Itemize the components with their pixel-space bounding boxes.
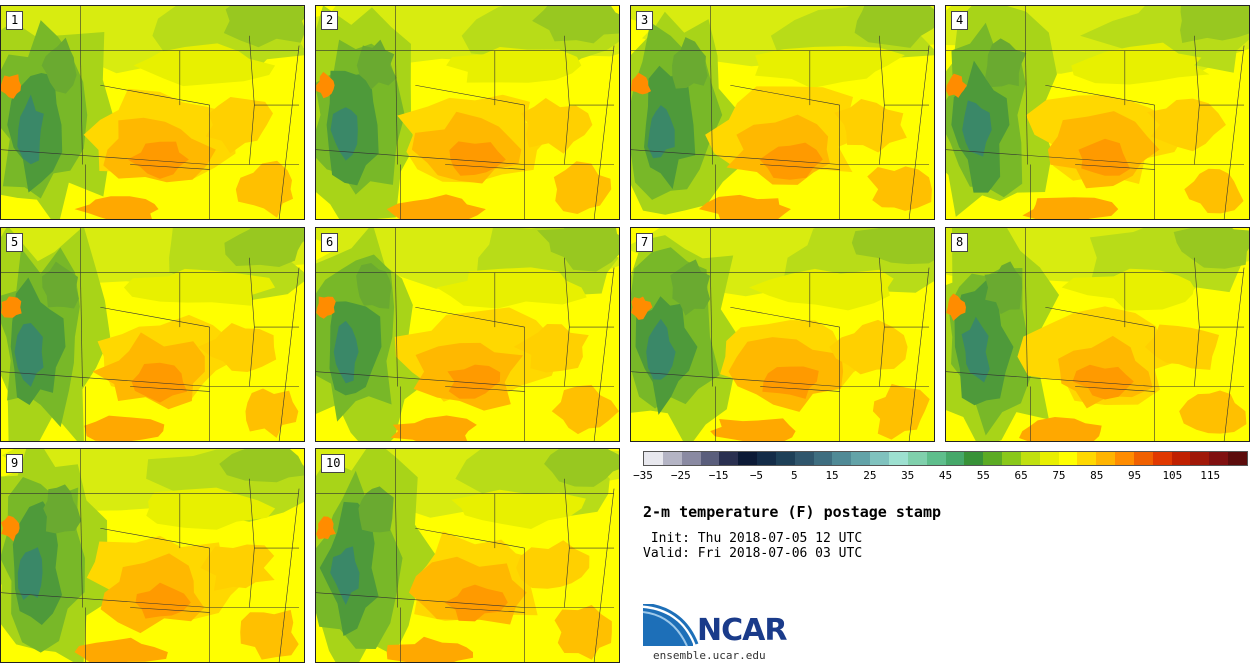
colorbar-swatch [738, 452, 758, 465]
colorbar-swatch [1115, 452, 1134, 465]
colorbar-swatch [1152, 452, 1172, 465]
panel-label: 8 [951, 233, 969, 252]
colorbar-swatch [907, 452, 927, 465]
panel-label: 9 [6, 454, 24, 473]
map-panel: 6 [315, 227, 620, 442]
colorbar-swatch [719, 452, 739, 465]
map-panel: 4 [945, 5, 1250, 220]
colorbar-tick-label: 85 [1090, 469, 1104, 482]
colorbar-tick-label: 5 [790, 469, 798, 482]
colorbar-tick-label: −5 [749, 469, 764, 482]
panel-label: 7 [636, 233, 654, 252]
panel-label: 6 [321, 233, 339, 252]
colorbar-tick-label: 95 [1127, 469, 1142, 482]
temperature-map [1, 228, 304, 441]
colorbar-swatch [851, 452, 871, 465]
colorbar-tick-label: 75 [1052, 469, 1066, 482]
colorbar-swatch [1209, 452, 1229, 465]
colorbar-swatch [1058, 452, 1078, 465]
map-panel: 7 [630, 227, 935, 442]
colorbar-tick-label: 15 [825, 469, 839, 482]
map-panel: 1 [0, 5, 305, 220]
colorbar-swatch [1077, 452, 1097, 465]
temperature-map [1, 449, 304, 662]
colorbar-swatch [1133, 452, 1153, 465]
colorbar-swatch [644, 452, 663, 465]
colorbar-swatch [926, 452, 946, 465]
panel-label: 5 [6, 233, 24, 252]
map-panel: 3 [630, 5, 935, 220]
colorbar-swatch [1171, 452, 1191, 465]
colorbar-tick-label: −35 [633, 469, 653, 482]
colorbar-tick-label: 55 [976, 469, 990, 482]
temperature-map [1, 6, 304, 219]
temperature-map [946, 228, 1249, 441]
colorbar-swatch [1020, 452, 1040, 465]
colorbar-swatch [983, 452, 1003, 465]
temperature-map [946, 6, 1249, 219]
colorbar-tick-label: 35 [901, 469, 915, 482]
map-panel: 9 [0, 448, 305, 663]
colorbar-swatch [870, 452, 889, 465]
colorbar-tick-label: −15 [708, 469, 729, 482]
colorbar-tick-label: −25 [670, 469, 691, 482]
temperature-map [631, 228, 934, 441]
panel-label: 10 [321, 454, 346, 473]
colorbar-tick-label: 25 [863, 469, 877, 482]
colorbar-swatch [964, 452, 984, 465]
panel-label: 3 [636, 11, 654, 30]
colorbar-swatch [662, 452, 682, 465]
colorbar-tick-label: 65 [1014, 469, 1028, 482]
colorbar-swatch [700, 452, 720, 465]
panel-label: 1 [6, 11, 24, 30]
colorbar-swatch [832, 452, 852, 465]
colorbar-swatch [794, 452, 814, 465]
temperature-map [316, 6, 619, 219]
logo-text: NCAR [697, 613, 787, 648]
init-time: Init: Thu 2018-07-05 12 UTC [643, 531, 863, 546]
colorbar-swatch [681, 452, 701, 465]
map-panel: 8 [945, 227, 1250, 442]
map-panel: 2 [315, 5, 620, 220]
temperature-map [316, 449, 619, 662]
colorbar-swatch [1190, 452, 1210, 465]
colorbar-swatch [1228, 452, 1247, 465]
logo-url: ensemble.ucar.edu [653, 649, 766, 662]
colorbar-swatch [888, 452, 908, 465]
temperature-map [316, 228, 619, 441]
colorbar-swatch [945, 452, 965, 465]
valid-time: Valid: Fri 2018-07-06 03 UTC [643, 546, 863, 561]
temperature-map [631, 6, 934, 219]
colorbar [643, 451, 1248, 466]
colorbar-tick-label: 105 [1162, 469, 1183, 482]
colorbar-swatch [813, 452, 833, 465]
map-panel: 10 [315, 448, 620, 663]
panel-label: 4 [951, 11, 969, 30]
figure-title: 2-m temperature (F) postage stamp [643, 503, 942, 521]
colorbar-tick-label: 45 [938, 469, 953, 482]
colorbar-swatch [1002, 452, 1021, 465]
panel-label: 2 [321, 11, 339, 30]
colorbar-swatch [775, 452, 795, 465]
map-panel: 5 [0, 227, 305, 442]
colorbar-tick-label: 115 [1200, 469, 1221, 482]
colorbar-ticks: −35 −25 −15 −5 5 15 25 35 45 55 65 75 85 95 105 115 [633, 469, 1248, 489]
colorbar-swatch [1096, 452, 1116, 465]
ncar-logo-icon [643, 604, 699, 647]
colorbar-swatch [1039, 452, 1059, 465]
colorbar-swatch [757, 452, 776, 465]
